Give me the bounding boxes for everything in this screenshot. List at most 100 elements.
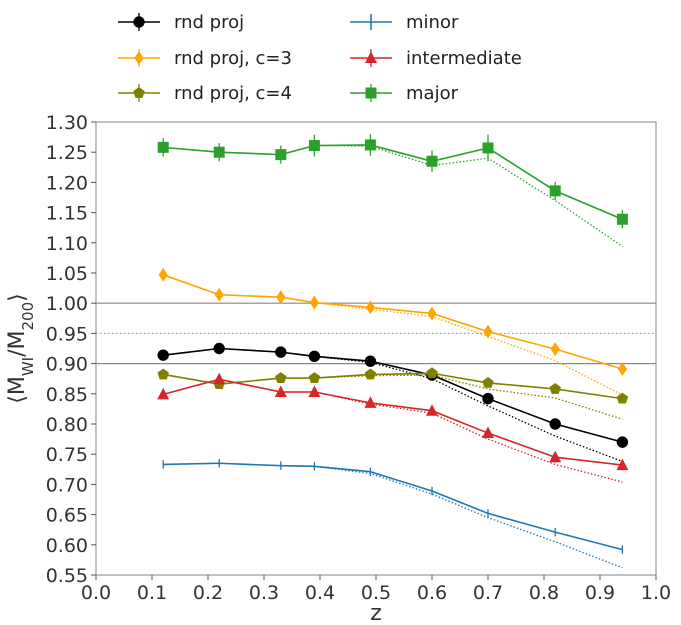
legend-marker <box>133 16 145 28</box>
legend-item: minor <box>350 12 459 33</box>
data-point <box>309 295 319 310</box>
data-point <box>275 346 287 358</box>
y-tick-label: 1.15 <box>46 203 88 225</box>
data-point <box>213 146 225 158</box>
data-point <box>616 392 629 404</box>
legend-marker <box>365 87 377 99</box>
series-rnd-proj <box>157 342 629 463</box>
data-point <box>213 372 226 385</box>
x-tick-label: 0.6 <box>417 582 447 604</box>
y-tick-label: 1.25 <box>46 142 88 164</box>
series-line <box>162 274 623 370</box>
y-tick-label: 1.05 <box>46 263 88 285</box>
x-axis: 0.0 0.1 0.2 0.3 0.4 0.5 0.6 0.7 0.8 0.9 1.0 <box>81 575 671 604</box>
y-tick-label: 0.55 <box>46 565 88 587</box>
data-point <box>550 342 560 357</box>
data-point <box>427 306 437 321</box>
data-point <box>426 155 438 167</box>
data-point <box>482 392 494 405</box>
data-point <box>157 349 169 361</box>
data-point <box>616 213 628 225</box>
y-tick-label: 1.30 <box>46 112 88 134</box>
y-tick-label: 1.10 <box>46 233 88 255</box>
series-dotted-line <box>162 274 623 396</box>
x-tick-label: 0.9 <box>585 582 615 604</box>
y-tick-label: 0.90 <box>46 354 88 376</box>
data-point <box>308 372 321 383</box>
x-tick-label: 0.5 <box>361 582 391 604</box>
y-tick-label: 0.75 <box>46 444 88 466</box>
x-tick-label: 0.1 <box>137 582 167 604</box>
data-point <box>275 372 287 383</box>
data-point <box>483 324 493 339</box>
legend-label: minor <box>406 12 459 33</box>
data-point <box>274 385 287 397</box>
legend-marker <box>365 51 377 63</box>
y-tick-label: 1.20 <box>46 172 88 194</box>
x-tick-label: 0.3 <box>249 582 279 604</box>
data-point <box>549 382 561 394</box>
series-major <box>157 134 628 247</box>
data-point <box>275 149 287 161</box>
data-point <box>482 142 494 154</box>
series-dotted-line <box>163 144 623 247</box>
data-point <box>364 396 377 408</box>
series-rnd-proj-c-3 <box>158 267 627 396</box>
x-axis-label: z <box>370 601 382 625</box>
data-point <box>213 342 225 355</box>
data-point <box>364 139 376 151</box>
legend-label: rnd proj <box>174 12 244 33</box>
x-tick-label: 0.7 <box>473 582 503 604</box>
data-point <box>549 450 562 463</box>
series-line <box>163 462 623 551</box>
data-point <box>308 385 321 397</box>
legend-item: rnd proj <box>118 12 244 33</box>
data-point <box>157 368 169 380</box>
series-layer <box>157 134 629 569</box>
legend-label: rnd proj, c=4 <box>174 83 292 104</box>
data-point <box>364 355 377 367</box>
plot-area-frame <box>95 121 657 576</box>
data-point <box>426 367 438 379</box>
series-intermediate <box>157 372 629 483</box>
legend-label: major <box>406 83 459 104</box>
x-tick-label: 0.2 <box>193 582 223 604</box>
data-point <box>157 141 169 153</box>
data-point <box>482 376 494 388</box>
legend-item: rnd proj, c=4 <box>118 83 292 104</box>
data-point <box>308 350 321 363</box>
data-point <box>549 185 561 197</box>
series-rnd-proj-c-4 <box>157 367 629 420</box>
x-tick-label: 0.8 <box>529 582 559 604</box>
y-tick-label: 1.00 <box>46 293 88 315</box>
data-point <box>616 436 629 448</box>
legend-item: rnd proj, c=3 <box>118 48 292 69</box>
data-point <box>214 287 224 302</box>
series-minor <box>162 459 624 569</box>
legend-label: intermediate <box>406 48 522 69</box>
data-point <box>308 140 320 152</box>
data-point <box>482 426 494 439</box>
legend-item: major <box>350 83 459 104</box>
y-tick-label: 0.65 <box>46 505 88 527</box>
y-tick-label: 0.60 <box>46 535 88 557</box>
y-tick-label: 0.95 <box>46 323 88 345</box>
legend-item: intermediate <box>350 48 522 69</box>
y-tick-label: 0.80 <box>46 414 88 436</box>
series-dotted-line <box>163 378 623 483</box>
y-tick-label: 0.70 <box>46 474 88 496</box>
data-point <box>616 458 629 471</box>
data-point <box>617 362 627 377</box>
series-line <box>163 144 623 220</box>
x-tick-label: 0.0 <box>81 582 111 604</box>
y-axis-label: ⟨MWI/M200⟩ <box>5 293 37 403</box>
x-tick-label: 0.4 <box>305 582 335 604</box>
data-point <box>276 290 286 305</box>
data-point <box>365 300 375 315</box>
legend-label: rnd proj, c=3 <box>174 48 292 69</box>
y-axis: 0.55 0.60 0.65 0.70 0.75 0.80 0.85 0.90 0.95 1.00… <box>46 112 96 587</box>
data-point <box>426 404 438 416</box>
legend-marker <box>134 51 144 65</box>
data-point <box>158 267 168 282</box>
